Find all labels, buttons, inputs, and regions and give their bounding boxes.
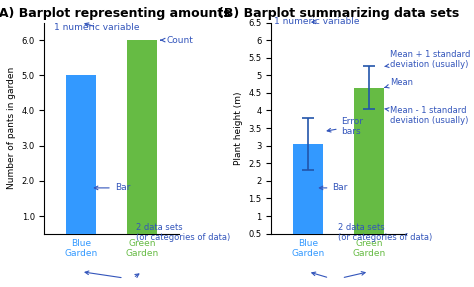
- Text: 2 data sets
(or categories of data): 2 data sets (or categories of data): [338, 223, 433, 243]
- Text: Bar: Bar: [94, 183, 130, 192]
- Y-axis label: Number of pants in garden: Number of pants in garden: [7, 67, 16, 189]
- Bar: [293, 144, 323, 251]
- Text: Mean - 1 standard
deviation (usually): Mean - 1 standard deviation (usually): [385, 106, 469, 125]
- Text: 2 data sets
(or categories of data): 2 data sets (or categories of data): [136, 223, 230, 243]
- Text: Count: Count: [161, 36, 193, 44]
- Title: (A) Barplot representing amounts: (A) Barplot representing amounts: [0, 7, 230, 20]
- Bar: [66, 75, 96, 251]
- Text: Mean: Mean: [385, 78, 413, 88]
- Title: (B) Barplot summarizing data sets: (B) Barplot summarizing data sets: [218, 7, 459, 20]
- Y-axis label: Plant height (m): Plant height (m): [234, 91, 243, 165]
- Text: Error
bars: Error bars: [327, 117, 364, 136]
- Text: 1 numeric variable: 1 numeric variable: [54, 22, 139, 32]
- Bar: [127, 40, 157, 251]
- Text: 1 numeric variable: 1 numeric variable: [274, 17, 360, 26]
- Text: Mean + 1 standard
deviation (usually): Mean + 1 standard deviation (usually): [385, 50, 471, 69]
- Text: Bar: Bar: [319, 183, 348, 192]
- Bar: [354, 88, 384, 251]
